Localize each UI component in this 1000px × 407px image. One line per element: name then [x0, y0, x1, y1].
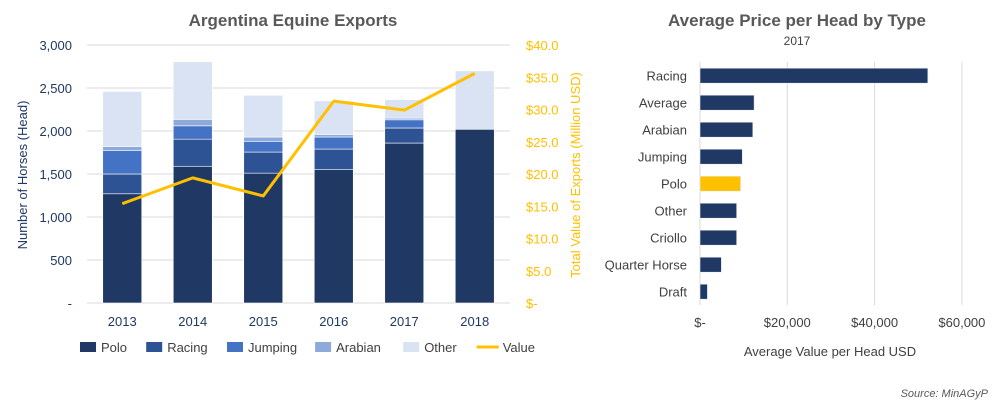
category-label: Polo: [661, 177, 687, 192]
bar-average: [699, 94, 755, 111]
price-x-axis-title: Average Value per Head USD: [744, 344, 916, 359]
bar-racing-2013: [102, 173, 143, 195]
x-tick-label: 2015: [249, 314, 278, 329]
category-label: Draft: [659, 285, 688, 300]
right-axis-title: Total Value of Exports (Million USD): [568, 72, 583, 278]
price-chart: Average Price per Head by Type 2017 Aver…: [605, 11, 986, 359]
legend-label-value: Value: [503, 340, 535, 355]
bar-racing: [699, 67, 929, 84]
price-chart-subtitle: 2017: [784, 34, 811, 48]
bar-racing-2014: [172, 138, 213, 167]
category-label: Arabian: [642, 123, 687, 138]
exports-chart-title: Argentina Equine Exports: [189, 11, 398, 30]
bar-other-2014: [172, 61, 213, 120]
bar-racing-2015: [243, 151, 284, 174]
category-label: Racing: [647, 69, 687, 84]
category-label: Jumping: [638, 150, 687, 165]
x-tick-label: 2013: [108, 314, 137, 329]
bar-jumping-2016: [313, 136, 354, 150]
right-tick-label: $30.0: [526, 103, 559, 118]
x-tick-label: $20,000: [764, 315, 811, 330]
bar-jumping-2014: [172, 125, 213, 140]
category-label: Average: [639, 96, 687, 111]
legend-swatch-arabian: [315, 342, 332, 352]
bar-jumping-2017: [384, 119, 425, 129]
bar-polo-2017: [384, 142, 425, 304]
left-tick-label: 1,500: [39, 167, 72, 182]
category-label: Criollo: [650, 231, 687, 246]
bar-polo-2018: [454, 128, 495, 304]
left-tick-label: 1,000: [39, 210, 72, 225]
bar-jumping-2013: [102, 150, 143, 175]
source-note: Source: MinAGyP: [901, 388, 989, 400]
bar-polo-2013: [102, 193, 143, 304]
left-tick-label: 2,500: [39, 81, 72, 96]
x-tick-label: 2014: [178, 314, 207, 329]
bar-criollo: [699, 229, 737, 246]
legend-swatch-polo: [80, 342, 96, 352]
bar-other: [699, 202, 737, 219]
value-line: [121, 72, 476, 206]
bar-polo-2016: [313, 169, 354, 304]
price-chart-title: Average Price per Head by Type: [668, 11, 926, 30]
right-tick-label: $35.0: [526, 70, 559, 85]
bar-racing-2017: [384, 127, 425, 144]
x-tick-label: $40,000: [851, 315, 898, 330]
category-label: Quarter Horse: [605, 258, 687, 273]
x-tick-label: $-: [694, 315, 706, 330]
right-tick-label: $15.0: [526, 199, 559, 214]
left-axis-title: Number of Horses (Head): [15, 101, 30, 250]
legend-swatch-racing: [146, 342, 163, 352]
bar-jumping-2015: [243, 141, 284, 153]
right-tick-label: $40.0: [526, 38, 559, 53]
bar-arabian-2016: [313, 134, 354, 138]
bar-quarter-horse: [699, 256, 722, 273]
left-tick-label: 3,000: [39, 38, 72, 53]
bar-arabian-2015: [243, 136, 284, 142]
bar-draft: [699, 283, 708, 300]
right-tick-label: $-: [526, 296, 538, 311]
bar-other-2013: [102, 91, 143, 147]
legend-swatch-other: [403, 342, 420, 352]
bar-polo: [699, 175, 741, 192]
bar-jumping: [699, 148, 743, 165]
legend-label-arabian: Arabian: [336, 340, 381, 355]
x-tick-label: 2018: [460, 314, 489, 329]
bar-arabian: [699, 121, 754, 138]
legend-label-jumping: Jumping: [248, 340, 297, 355]
right-tick-label: $5.0: [526, 264, 551, 279]
category-label: Other: [654, 204, 687, 219]
legend-swatch-jumping: [227, 342, 243, 352]
bar-other-2015: [243, 95, 284, 138]
bar-polo-2014: [172, 165, 213, 304]
bar-arabian-2014: [172, 119, 213, 127]
left-tick-label: -: [68, 296, 72, 311]
legend-label-other: Other: [424, 340, 457, 355]
bar-arabian-2013: [102, 146, 143, 151]
x-tick-label: 2017: [390, 314, 419, 329]
x-tick-label: $60,000: [938, 315, 985, 330]
left-tick-label: 500: [50, 253, 72, 268]
bar-racing-2016: [313, 148, 354, 170]
legend-label-racing: Racing: [167, 340, 207, 355]
legend-label-polo: Polo: [101, 340, 127, 355]
right-tick-label: $25.0: [526, 135, 559, 150]
right-tick-label: $10.0: [526, 232, 559, 247]
exports-chart: Argentina Equine Exports Number of Horse…: [15, 11, 583, 355]
x-tick-label: 2016: [319, 314, 348, 329]
left-tick-label: 2,000: [39, 124, 72, 139]
right-tick-label: $20.0: [526, 167, 559, 182]
